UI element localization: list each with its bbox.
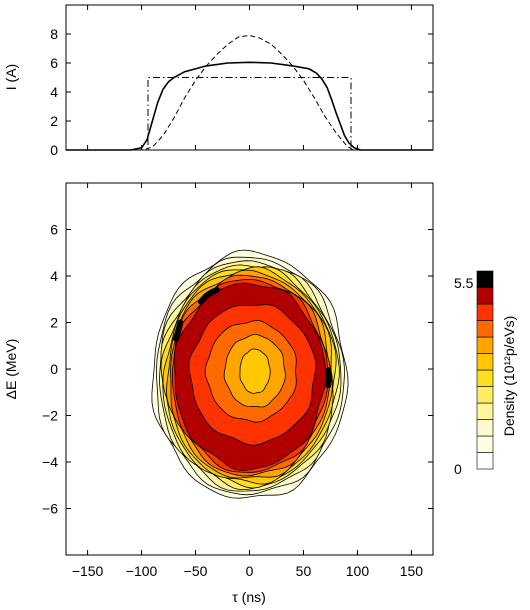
- colorbar-cell: [476, 336, 494, 354]
- current-profile-panel: 0 2 4 6 8 I (A): [3, 4, 434, 158]
- bottom-y-tick-label: 6: [50, 222, 58, 238]
- colorbar-cell: [476, 320, 494, 338]
- current-series-group: [66, 34, 433, 151]
- phase-space-panel: −150 −100 −50 0 50 100 150 −6 −4 −2 0 2 4 6 τ (ns) Δ…: [3, 182, 434, 605]
- bottom-x-tick-label: 100: [346, 563, 370, 579]
- colorbar-cell: [476, 270, 494, 288]
- colorbar: 5.5 0 Density (10¹²p/eVs): [454, 270, 517, 477]
- density-peak: [173, 319, 184, 342]
- bottom-x-axis-label: τ (ns): [232, 589, 266, 605]
- bottom-y-tick-label: −4: [42, 454, 58, 470]
- current-series-solid: [66, 61, 433, 151]
- top-y-tick-label: 0: [50, 142, 58, 158]
- colorbar-cell: [476, 369, 494, 387]
- density-contours: [151, 249, 349, 499]
- bottom-y-axis-label: ΔE (MeV): [3, 339, 19, 400]
- top-y-tick-label: 2: [50, 113, 58, 129]
- top-x-ticks: [87, 5, 412, 150]
- top-y-ticks: 0 2 4 6 8: [50, 26, 433, 158]
- colorbar-cell: [476, 287, 494, 305]
- colorbar-cell: [476, 435, 494, 453]
- colorbar-cell: [476, 419, 494, 437]
- bottom-y-tick-label: 4: [50, 268, 58, 284]
- bottom-x-tick-label: −50: [184, 563, 208, 579]
- colorbar-cells: [476, 270, 494, 470]
- bottom-x-tick-label: −150: [72, 563, 104, 579]
- bottom-y-ticks: −6 −4 −2 0 2 4 6: [42, 222, 433, 517]
- bottom-x-tick-label: 150: [400, 563, 424, 579]
- density-contour: [239, 348, 271, 394]
- bottom-y-tick-label: 0: [50, 361, 58, 377]
- top-y-axis-label: I (A): [3, 64, 19, 90]
- top-y-tick-label: 4: [50, 84, 58, 100]
- bottom-y-tick-label: −6: [42, 501, 58, 517]
- current-series-dashed: [66, 34, 433, 151]
- current-series-dash-dot: [66, 77, 433, 151]
- density-peaks: [173, 286, 333, 389]
- density-peak: [325, 367, 333, 389]
- colorbar-cell: [476, 452, 494, 470]
- bottom-x-tick-label: 0: [246, 563, 254, 579]
- top-y-tick-label: 8: [50, 26, 58, 42]
- bottom-y-tick-label: 2: [50, 315, 58, 331]
- colorbar-cell: [476, 353, 494, 371]
- bottom-x-ticks: −150 −100 −50 0 50 100 150: [72, 183, 423, 579]
- bottom-x-tick-label: −100: [126, 563, 158, 579]
- colorbar-max-label: 5.5: [454, 275, 474, 291]
- density-peak: [197, 286, 221, 305]
- top-plot-frame: [65, 4, 434, 151]
- bottom-x-tick-label: 50: [296, 563, 312, 579]
- bottom-y-tick-label: −2: [42, 408, 58, 424]
- colorbar-cell: [476, 303, 494, 321]
- colorbar-cell: [476, 402, 494, 420]
- top-y-tick-label: 6: [50, 55, 58, 71]
- colorbar-min-label: 0: [454, 461, 462, 477]
- colorbar-cell: [476, 386, 494, 404]
- colorbar-label: Density (10¹²p/eVs): [501, 316, 517, 437]
